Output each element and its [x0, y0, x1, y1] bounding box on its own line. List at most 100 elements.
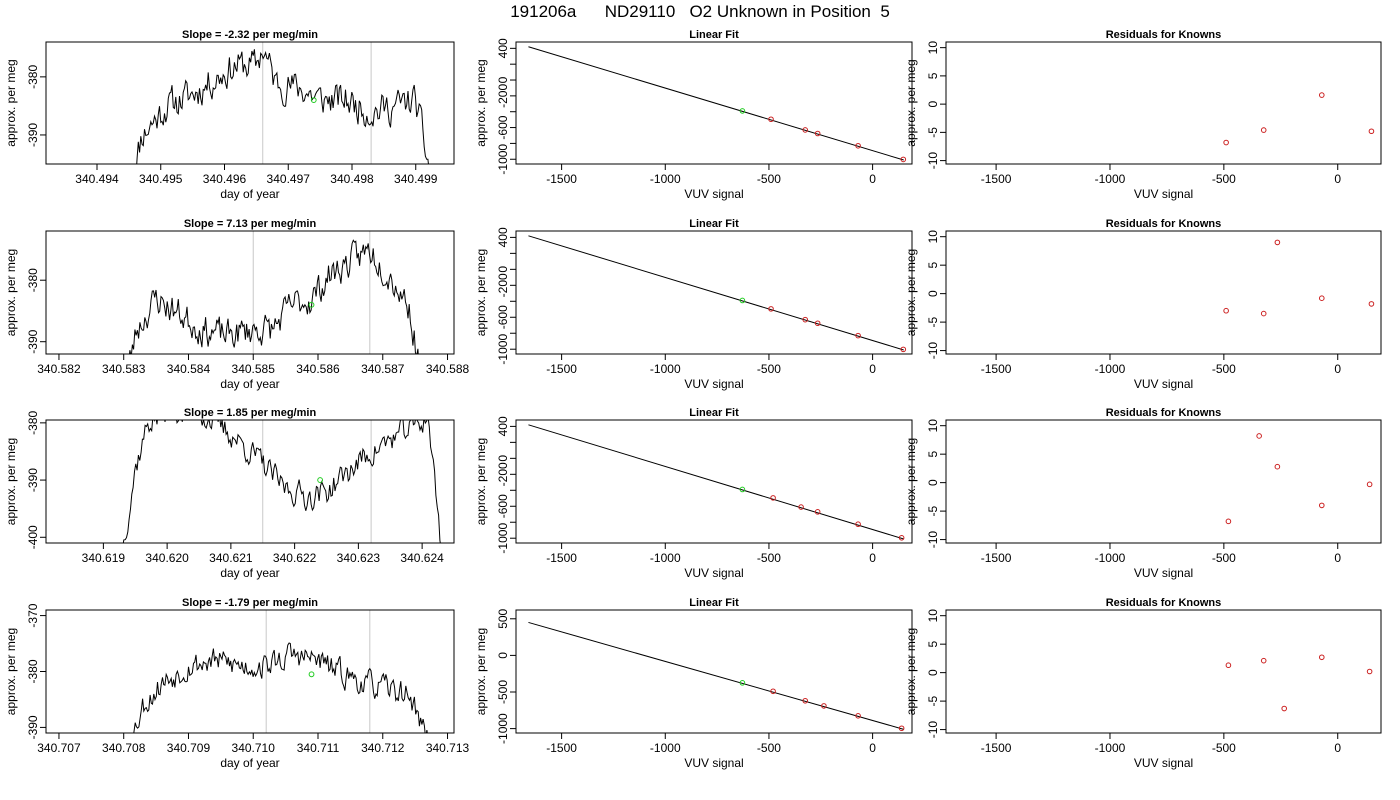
plot-area — [123, 401, 442, 548]
x-tick-label: -1000 — [1095, 362, 1126, 376]
plot-frame — [946, 610, 1381, 733]
plot-frame — [946, 42, 1381, 164]
y-tick-label: -1000 — [496, 523, 510, 554]
y-tick-label: 10 — [926, 609, 940, 623]
x-axis-label: VUV signal — [684, 187, 743, 201]
plot-title: Linear Fit — [689, 218, 739, 230]
y-tick-label: 0 — [926, 290, 940, 297]
y-axis-label: approx. per meg — [4, 249, 18, 336]
y-axis-label: approx. per meg — [4, 628, 18, 715]
x-tick-label: 0 — [1334, 362, 1341, 376]
x-tick-label: 0 — [1334, 172, 1341, 186]
y-axis-label: approx. per meg — [474, 438, 488, 525]
plot-title: Slope = 1.85 per meg/min — [184, 407, 317, 419]
x-tick-label: -1500 — [981, 172, 1012, 186]
plot-title: Slope = -2.32 per meg/min — [182, 29, 318, 41]
y-tick-label: -600 — [496, 115, 510, 139]
y-axis-label: approx. per meg — [4, 438, 18, 525]
plot-panel-trace-2: Slope = 7.13 per meg/min340.582 340.583 34… — [4, 218, 470, 392]
x-axis-label: day of year — [220, 377, 279, 391]
x-tick-label: 340.710 — [232, 741, 276, 755]
fit-line — [528, 47, 903, 160]
plot-area — [132, 42, 432, 185]
y-tick-label: 10 — [926, 41, 940, 55]
y-tick-label: 400 — [496, 227, 510, 247]
x-tick-label: 0 — [869, 551, 876, 565]
known-point — [1319, 503, 1324, 508]
y-tick-label: -5 — [926, 316, 940, 327]
y-tick-label: -390 — [26, 123, 40, 147]
y-tick-label: -400 — [26, 525, 40, 549]
known-point — [1275, 464, 1280, 469]
x-tick-label: 0 — [1334, 741, 1341, 755]
known-point — [1224, 140, 1229, 145]
x-axis-label: VUV signal — [1134, 377, 1193, 391]
x-tick-label: 340.623 — [337, 551, 381, 565]
plot-title: Linear Fit — [689, 597, 739, 609]
plot-area — [528, 425, 903, 540]
plot-panel-fit-4: Linear Fit-1500 -1000 -500 0-1000-5000500VU… — [474, 597, 912, 770]
y-tick-label: 0 — [926, 669, 940, 676]
x-tick-label: -1000 — [1095, 551, 1126, 565]
y-tick-label: 500 — [496, 608, 510, 628]
x-tick-label: 340.587 — [361, 362, 405, 376]
y-tick-label: 0 — [496, 455, 510, 462]
known-point — [1367, 669, 1372, 674]
plot-frame — [46, 610, 454, 733]
known-point — [1367, 482, 1372, 487]
plot-title: Linear Fit — [689, 407, 739, 419]
plot-panel-fit-3: Linear Fit-1500 -1000 -500 0-1000-600-20004… — [474, 407, 912, 580]
y-tick-label: -10 — [926, 721, 940, 739]
known-point — [1319, 655, 1324, 660]
plot-title: Residuals for Knowns — [1106, 407, 1222, 419]
x-tick-label: 340.588 — [426, 362, 470, 376]
y-axis-label: approx. per meg — [474, 249, 488, 336]
plot-title: Residuals for Knowns — [1106, 218, 1222, 230]
y-tick-label: -500 — [496, 680, 510, 704]
unknown-point — [309, 672, 314, 677]
x-tick-label: 340.708 — [102, 741, 146, 755]
y-tick-label: -200 — [496, 462, 510, 486]
x-tick-label: -500 — [757, 551, 781, 565]
x-tick-label: -500 — [1212, 362, 1236, 376]
y-tick-label: 0 — [496, 76, 510, 83]
x-axis-label: VUV signal — [684, 377, 743, 391]
x-tick-label: -500 — [1212, 172, 1236, 186]
y-tick-label: -380 — [26, 659, 40, 683]
x-axis-label: VUV signal — [1134, 756, 1193, 770]
x-tick-label: -1000 — [650, 172, 681, 186]
x-tick-label: 340.619 — [82, 551, 126, 565]
x-tick-label: -500 — [757, 362, 781, 376]
x-tick-label: -1500 — [546, 551, 577, 565]
x-tick-label: 340.711 — [297, 741, 340, 755]
x-tick-label: -500 — [757, 172, 781, 186]
fit-line — [528, 622, 903, 729]
y-tick-label: -380 — [26, 65, 40, 89]
known-point — [1226, 663, 1231, 668]
known-point — [1319, 296, 1324, 301]
known-point — [1369, 129, 1374, 134]
x-tick-label: 340.494 — [75, 172, 119, 186]
x-tick-label: -1000 — [650, 362, 681, 376]
y-tick-label: 0 — [926, 100, 940, 107]
known-point — [1224, 308, 1229, 313]
plot-panel-trace-4: Slope = -1.79 per meg/min 340.707 340.708 3… — [4, 597, 470, 770]
y-tick-label: -10 — [926, 342, 940, 360]
x-tick-label: -1000 — [1095, 741, 1126, 755]
x-tick-label: 0 — [869, 172, 876, 186]
y-tick-label: -390 — [26, 329, 40, 353]
y-axis-label: approx. per meg — [904, 59, 918, 146]
x-tick-label: -500 — [757, 741, 781, 755]
plot-area — [130, 610, 428, 747]
y-tick-label: -390 — [26, 715, 40, 739]
y-axis-label: approx. per meg — [474, 59, 488, 146]
y-tick-label: -10 — [926, 531, 940, 549]
plot-area — [528, 47, 905, 162]
y-axis-label: approx. per meg — [904, 438, 918, 525]
known-point — [1257, 434, 1262, 439]
fit-line — [528, 425, 903, 539]
known-point — [1226, 519, 1231, 524]
y-tick-label: -600 — [496, 494, 510, 518]
x-axis-label: day of year — [220, 566, 279, 580]
y-tick-label: 0 — [926, 479, 940, 486]
